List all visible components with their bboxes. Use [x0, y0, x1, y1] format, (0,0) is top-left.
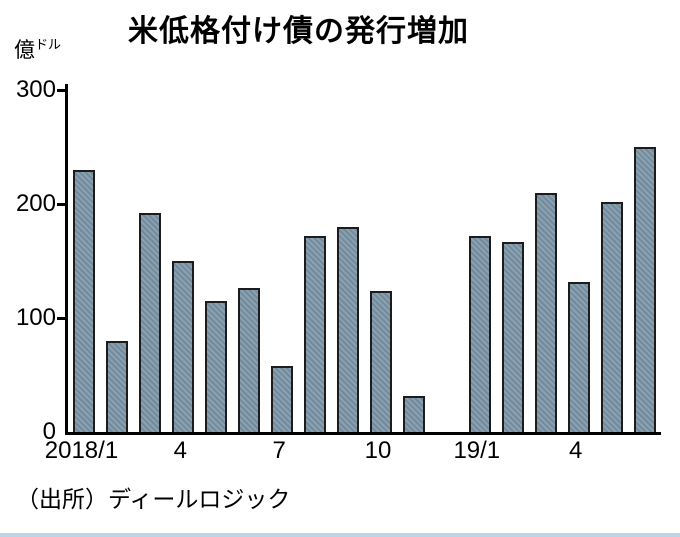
- bottom-accent-line: [0, 533, 680, 537]
- bar: [633, 147, 656, 432]
- y-tick-label: 200: [15, 190, 56, 217]
- y-axis-unit-large: 億: [14, 39, 35, 62]
- bar: [369, 290, 392, 432]
- bar: [468, 235, 491, 432]
- x-tick-label: 7: [272, 437, 286, 464]
- bar: [534, 192, 557, 432]
- bar: [567, 281, 590, 432]
- y-axis-unit-small: ドル: [35, 37, 62, 52]
- y-tick-label: 300: [15, 76, 56, 103]
- x-tick-label: 10: [364, 437, 392, 464]
- source-note: （出所）ディールロジック: [16, 486, 291, 512]
- x-tick-label: 4: [568, 437, 583, 464]
- bar: [337, 226, 360, 432]
- y-tick-label: 100: [15, 304, 56, 331]
- x-tick-label: 19/1: [453, 437, 501, 464]
- y-axis-unit-label: 億ドル: [14, 34, 61, 64]
- bar: [501, 241, 524, 432]
- bar: [205, 300, 228, 432]
- bar: [271, 365, 294, 432]
- plot-area: [65, 84, 661, 435]
- x-tick-label: 2018/1: [44, 437, 119, 464]
- y-tick-mark: [57, 317, 66, 320]
- x-tick-label: 4: [173, 437, 187, 464]
- y-tick-label: 0: [42, 418, 56, 445]
- bar: [600, 201, 623, 432]
- bar: [139, 213, 162, 432]
- bar: [172, 261, 195, 432]
- y-tick-mark: [57, 203, 66, 206]
- bar: [73, 169, 96, 432]
- bar: [238, 288, 261, 432]
- chart-title: 米低格付け債の発行増加: [128, 15, 469, 48]
- y-tick-mark: [57, 89, 66, 92]
- bar: [106, 340, 129, 432]
- bar: [402, 395, 425, 432]
- bar: [304, 235, 327, 432]
